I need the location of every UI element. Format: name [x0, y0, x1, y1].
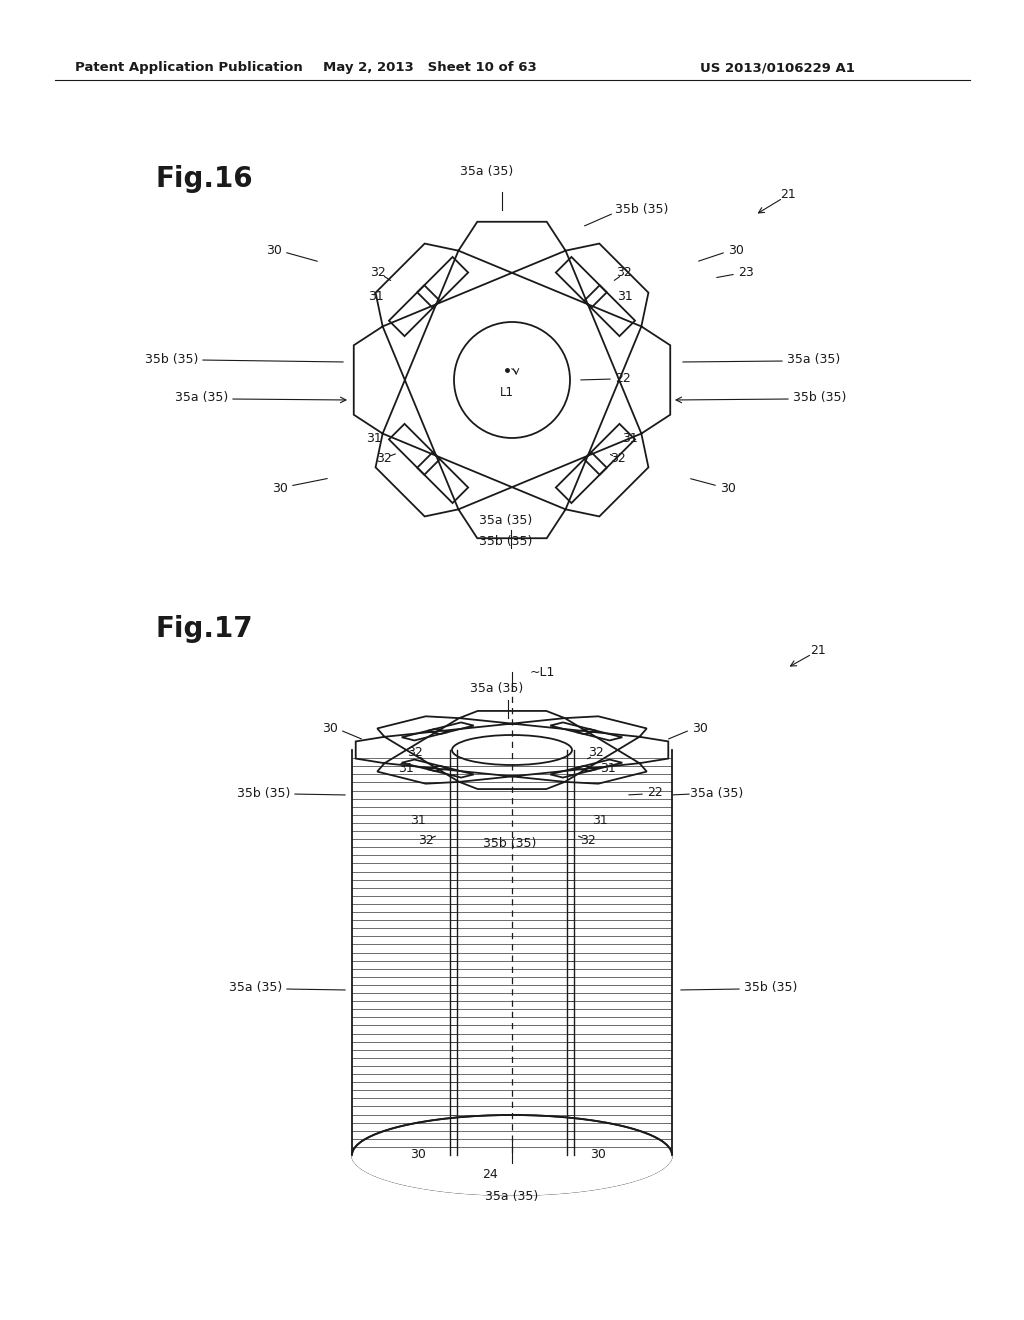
- Text: 30: 30: [272, 482, 288, 495]
- Text: US 2013/0106229 A1: US 2013/0106229 A1: [700, 62, 855, 74]
- Text: 30: 30: [410, 1148, 426, 1162]
- Text: 32: 32: [581, 833, 596, 846]
- Text: 35a (35): 35a (35): [461, 165, 514, 178]
- Text: 32: 32: [370, 267, 386, 280]
- Text: 30: 30: [590, 1148, 606, 1162]
- Text: Patent Application Publication: Patent Application Publication: [75, 62, 303, 74]
- Text: 35a (35): 35a (35): [479, 513, 532, 527]
- Text: 35a (35): 35a (35): [228, 982, 282, 994]
- Text: 35b (35): 35b (35): [744, 982, 798, 994]
- Text: 32: 32: [408, 747, 423, 759]
- Text: 32: 32: [588, 747, 604, 759]
- Text: 31: 31: [398, 762, 414, 775]
- Text: 31: 31: [592, 813, 608, 826]
- Text: 35a (35): 35a (35): [175, 392, 228, 404]
- Polygon shape: [352, 1155, 672, 1195]
- Text: 31: 31: [367, 432, 382, 445]
- Text: 35b (35): 35b (35): [237, 787, 290, 800]
- Text: 22: 22: [647, 787, 663, 800]
- Text: May 2, 2013   Sheet 10 of 63: May 2, 2013 Sheet 10 of 63: [324, 62, 537, 74]
- Text: 23: 23: [738, 265, 754, 279]
- Text: 31: 31: [600, 762, 615, 775]
- Text: 30: 30: [692, 722, 708, 734]
- Text: 31: 31: [411, 813, 426, 826]
- Text: 31: 31: [617, 290, 633, 304]
- Text: 31: 31: [368, 290, 384, 304]
- Text: Fig.17: Fig.17: [155, 615, 253, 643]
- Text: 32: 32: [610, 451, 626, 465]
- Text: 30: 30: [728, 243, 743, 256]
- Text: 30: 30: [720, 482, 736, 495]
- Text: 21: 21: [780, 189, 796, 202]
- Text: Fig.16: Fig.16: [155, 165, 253, 193]
- Text: 35a (35): 35a (35): [470, 682, 523, 696]
- Text: 31: 31: [623, 432, 638, 445]
- Text: 24: 24: [482, 1168, 498, 1181]
- Text: 32: 32: [376, 451, 392, 465]
- Text: 35b (35): 35b (35): [483, 837, 537, 850]
- Text: L1: L1: [500, 385, 514, 399]
- Text: 32: 32: [616, 267, 632, 280]
- Text: 35b (35): 35b (35): [615, 203, 669, 216]
- Text: 30: 30: [266, 243, 282, 256]
- Text: 35a (35): 35a (35): [787, 354, 841, 367]
- Text: 32: 32: [418, 833, 434, 846]
- Text: ~L1: ~L1: [530, 665, 555, 678]
- Text: 35b (35): 35b (35): [479, 535, 532, 548]
- Text: 30: 30: [323, 722, 338, 734]
- Text: 35a (35): 35a (35): [690, 787, 743, 800]
- Text: 35b (35): 35b (35): [144, 354, 198, 367]
- Text: 35a (35): 35a (35): [485, 1191, 539, 1203]
- Text: 35b (35): 35b (35): [793, 392, 847, 404]
- Text: 22: 22: [615, 371, 631, 384]
- Text: 21: 21: [810, 644, 825, 656]
